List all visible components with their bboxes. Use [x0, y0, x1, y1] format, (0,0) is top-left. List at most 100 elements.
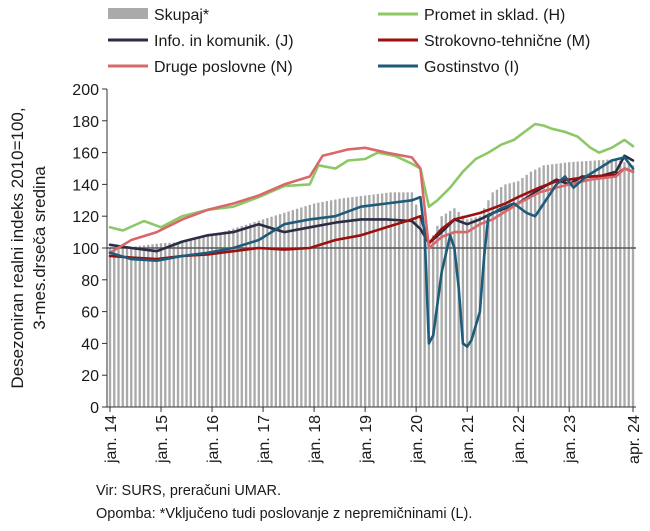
bar-mark [164, 242, 167, 407]
bar-mark [389, 192, 392, 407]
bar-mark [198, 238, 201, 407]
bar-mark [295, 208, 299, 407]
bar-mark [253, 222, 256, 407]
bar-mark [223, 231, 226, 407]
y-tick-label: 200 [72, 82, 99, 99]
bar-mark [546, 164, 550, 407]
bar-mark [631, 165, 635, 407]
bar-mark [491, 192, 494, 407]
x-tick-label: jan. 14 [103, 415, 120, 464]
bar-mark [385, 192, 388, 407]
bar-mark [495, 189, 499, 407]
bar-mark [291, 210, 295, 407]
bar-mark [185, 241, 188, 407]
bar-mark [304, 206, 307, 407]
bar-mark [249, 223, 252, 407]
bar-mark [521, 178, 524, 407]
bar-mark [359, 196, 363, 407]
bar-mark [402, 192, 405, 407]
bar-mark [308, 204, 312, 407]
bar-mark [329, 200, 333, 407]
bar-mark [466, 219, 469, 407]
y-tick-label: 120 [72, 209, 99, 226]
bar-mark [563, 162, 567, 407]
bar-mark [334, 199, 337, 407]
bar-mark [487, 200, 490, 407]
bar-mark [614, 158, 618, 407]
bar-mark [227, 229, 231, 407]
bar-mark [147, 244, 150, 407]
bar-mark [393, 192, 397, 407]
bar-mark [202, 237, 205, 407]
bar-mark [236, 227, 239, 407]
bar-mark [406, 192, 409, 407]
x-tick-label: jan. 18 [307, 415, 324, 464]
y-tick-label: 0 [90, 400, 99, 417]
bar-mark [440, 216, 443, 407]
bar-mark [457, 211, 460, 407]
bar-mark [525, 174, 528, 407]
bar-mark [542, 165, 545, 407]
line-chart: 0 20 40 60 80 100 120 140 160 180 200 jan. 14 jan. 1… [8, 7, 643, 464]
bar-mark [159, 243, 163, 407]
y-tick-label: 60 [81, 305, 99, 322]
bar-mark [508, 183, 511, 407]
bar-mark [500, 187, 503, 407]
bar-mark [593, 160, 596, 407]
bar-mark [117, 247, 120, 407]
bar-mark [517, 181, 520, 407]
bar-mark [606, 159, 609, 407]
bar-mark [151, 244, 154, 407]
y-tick-label: 20 [81, 368, 99, 385]
bar-mark [602, 159, 605, 407]
bar-mark [585, 161, 588, 407]
bar-mark [529, 171, 533, 407]
legend-swatch [108, 8, 148, 19]
y-tick-label: 100 [72, 241, 99, 258]
bar-mark [142, 245, 146, 407]
bar-mark [580, 161, 584, 407]
bar-mark [244, 224, 248, 407]
bar-mark [346, 197, 350, 407]
bar-mark [342, 198, 346, 407]
bar-mark [380, 193, 384, 407]
bar-mark [627, 163, 630, 407]
bar-mark [431, 235, 435, 407]
bar-mark [410, 192, 414, 407]
bar-mark [453, 208, 456, 407]
source-note: Vir: SURS, preračuni UMAR. [96, 483, 282, 499]
bar-mark [168, 242, 171, 407]
bar-mark [210, 235, 214, 407]
bar-mark [215, 233, 218, 407]
bar-mark [274, 215, 277, 407]
lines-layer [108, 122, 635, 348]
x-tick-label: jan. 23 [562, 415, 579, 464]
bar-mark [419, 216, 422, 407]
bar-mark [113, 247, 116, 407]
bar-mark [436, 225, 439, 407]
bar-mark [444, 213, 448, 407]
bar-mark [512, 182, 516, 407]
bar-mark [470, 218, 473, 407]
legend-label: Info. in komunik. (J) [154, 33, 294, 50]
legend-label: Promet in sklad. (H) [424, 7, 565, 24]
x-tick-label: jan. 19 [358, 415, 375, 464]
bar-mark [597, 160, 601, 407]
bars-layer [108, 158, 635, 407]
bar-mark [300, 207, 303, 407]
series-line [108, 156, 635, 348]
bar-mark [125, 246, 129, 407]
x-tick-label: apr. 24 [626, 415, 643, 464]
legend-label: Strokovno-tehnične (M) [424, 33, 590, 50]
bar-mark [270, 216, 273, 407]
legend-label: Gostinstvo (I) [424, 59, 519, 76]
x-tick-label: jan. 22 [511, 415, 528, 464]
bar-mark [372, 194, 375, 407]
bar-mark [483, 208, 486, 407]
bar-mark [423, 228, 426, 407]
axes-layer: 0 20 40 60 80 100 120 140 160 180 200 jan. 14 jan. 1… [72, 82, 643, 464]
bar-mark [414, 204, 418, 407]
bar-mark [134, 246, 137, 407]
bar-mark [551, 164, 554, 407]
